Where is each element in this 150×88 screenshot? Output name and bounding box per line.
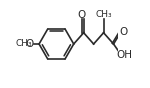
Text: CH₃: CH₃ — [15, 40, 32, 48]
Text: O: O — [26, 39, 34, 49]
Text: O: O — [119, 27, 127, 37]
Text: O: O — [77, 10, 86, 20]
Text: OH: OH — [116, 50, 132, 60]
Text: CH₃: CH₃ — [95, 10, 112, 19]
